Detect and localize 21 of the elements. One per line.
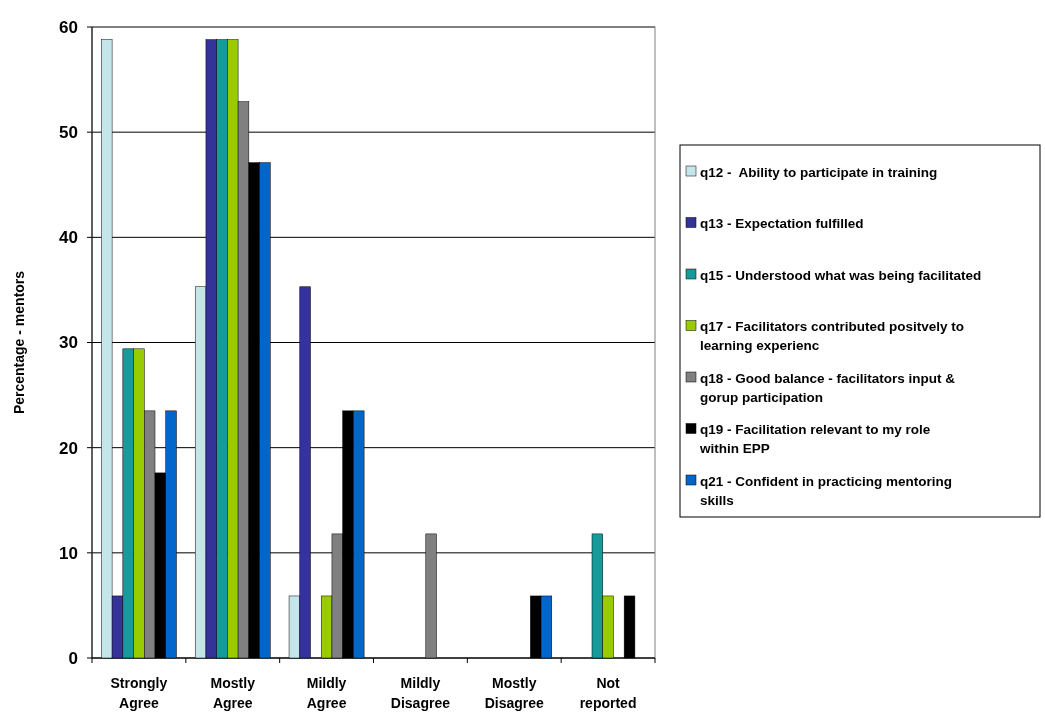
legend-label: q17 - Facilitators contributed positvely to learning experienc — [700, 319, 965, 354]
x-tick-label: Strongly Agree — [110, 675, 168, 711]
legend-label: q19 - Facilitation relevant to my role within EPP — [699, 422, 931, 457]
x-tick-label: Mostly Agree — [210, 675, 256, 711]
legend-label: q18 - Good balance - facilitators input & gorup participation — [700, 370, 956, 405]
y-tick-label: 60 — [59, 17, 78, 37]
x-tick-label: Not reported — [579, 675, 637, 711]
y-tick-label: 20 — [59, 438, 78, 458]
legend-label: q13 - Expectation fulfilled — [700, 216, 864, 232]
y-axis-title: Percentage - mentors — [11, 270, 27, 415]
x-tick-label: Mostly Disagree — [484, 675, 545, 711]
legend-label: q21 - Confident in practicing mentoring skills — [700, 473, 953, 508]
legend-label: q12 - Ability to participate in training — [700, 164, 938, 180]
y-tick-label: 0 — [68, 648, 78, 668]
y-tick-label: 50 — [59, 123, 78, 143]
x-tick-label: Mildly Disagree — [390, 675, 451, 711]
y-tick-label: 40 — [59, 228, 78, 248]
y-tick-label: 10 — [59, 543, 78, 563]
y-tick-label: 30 — [59, 333, 78, 353]
x-tick-label: Mildly Agree — [306, 675, 347, 711]
legend-label: q15 - Understood what was being facilitated — [700, 267, 982, 283]
